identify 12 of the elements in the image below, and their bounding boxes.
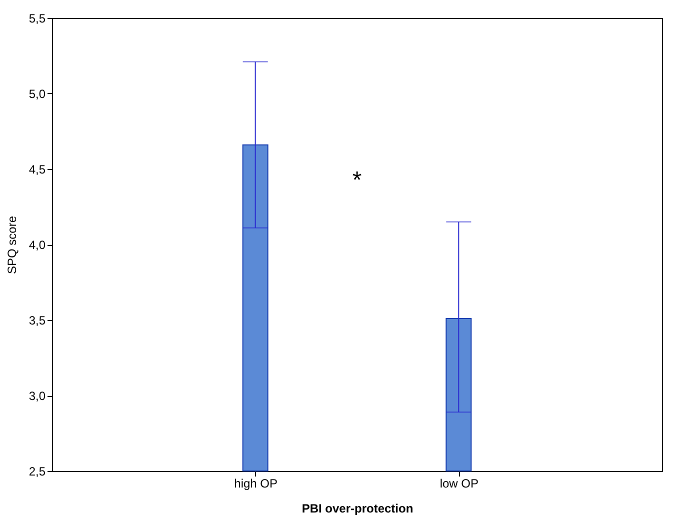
y-tick-label: 4,5 xyxy=(28,162,46,176)
annotation: * xyxy=(352,167,362,194)
y-tick-label: 3,0 xyxy=(28,389,46,403)
y-tick-label: 4,0 xyxy=(28,238,46,252)
y-tick-label: 2,5 xyxy=(28,464,46,478)
x-axis-title: PBI over-protection xyxy=(302,502,414,516)
x-tick-label: low OP xyxy=(440,476,479,490)
x-tick-label: high OP xyxy=(234,476,278,490)
y-tick-label: 3,5 xyxy=(28,314,46,328)
y-tick-label: 5,5 xyxy=(28,12,46,26)
y-axis-title: SPQ score xyxy=(4,216,19,274)
y-tick-label: 5,0 xyxy=(28,87,46,101)
